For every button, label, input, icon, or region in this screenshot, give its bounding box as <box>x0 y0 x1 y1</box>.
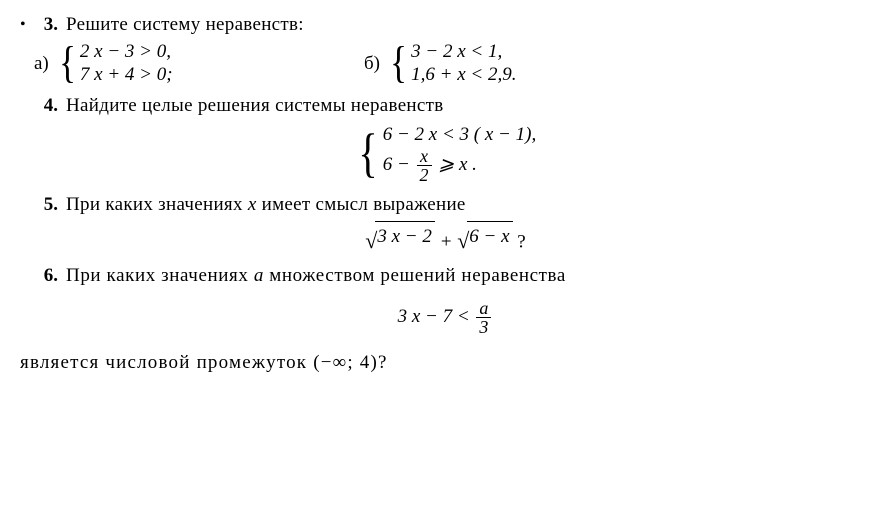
problem-number: 6. <box>34 263 58 289</box>
problem-number: 4. <box>34 93 58 119</box>
problem-6-tail: является числовой промежуток (−∞; 4)? <box>20 350 871 376</box>
brace-icon: { <box>390 41 407 85</box>
problem-text: Найдите целые решения системы неравенств <box>66 93 871 119</box>
sqrt: √ 3 x − 2 <box>365 221 435 250</box>
denominator: 2 <box>417 165 432 184</box>
question-mark: ? <box>517 232 525 253</box>
problem-3-parts: а) { 2 x − 3 > 0, 7 x + 4 > 0; б) { 3 − … <box>34 40 871 88</box>
problem-5-expr: √ 3 x − 2 + √ 6 − x ? <box>20 221 871 255</box>
system-b: { 3 − 2 x < 1, 1,6 + x < 2,9. <box>388 40 516 88</box>
sqrt: √ 6 − x <box>457 221 512 250</box>
sqrt-arg: 6 − x <box>467 221 512 250</box>
numerator: a <box>476 299 491 317</box>
lhs: 3 x − 7 < <box>398 306 475 327</box>
ineq-line: 6 − x 2 ⩾ x . <box>383 147 536 184</box>
problem-number: 3. <box>34 12 58 38</box>
spacer <box>20 263 34 265</box>
fraction: x 2 <box>417 147 432 184</box>
part-a: а) { 2 x − 3 > 0, 7 x + 4 > 0; <box>34 40 364 88</box>
problem-4: 4. Найдите целые решения системы неравен… <box>20 93 871 119</box>
text-part: 6 − <box>383 153 410 174</box>
problem-text: При каких значениях x имеет смысл выраже… <box>66 192 871 218</box>
ineq-line: 2 x − 3 > 0, <box>80 40 173 64</box>
problem-text: Решите систему неравенств: <box>66 12 871 38</box>
denominator: 3 <box>476 317 491 336</box>
ineq-line: 3 − 2 x < 1, <box>411 40 516 64</box>
spacer <box>20 93 34 95</box>
bullet: • <box>20 12 34 36</box>
part-label: б) <box>364 51 380 77</box>
sqrt-arg: 3 x − 2 <box>375 221 435 250</box>
problem-number: 5. <box>34 192 58 218</box>
brace-icon: { <box>358 126 377 180</box>
brace-icon: { <box>59 41 76 85</box>
system-a: { 2 x − 3 > 0, 7 x + 4 > 0; <box>57 40 173 88</box>
spacer <box>20 192 34 194</box>
part-label: а) <box>34 51 49 77</box>
problem-5: 5. При каких значениях x имеет смысл выр… <box>20 192 871 218</box>
numerator: x <box>417 147 432 165</box>
part-b: б) { 3 − 2 x < 1, 1,6 + x < 2,9. <box>364 40 516 88</box>
problem-6-expr: 3 x − 7 < a 3 <box>20 299 871 336</box>
problem-3: • 3. Решите систему неравенств: <box>20 12 871 38</box>
plus: + <box>440 232 458 253</box>
problem-text: При каких значениях a множеством решений… <box>66 263 871 289</box>
problem-4-system: { 6 − 2 x < 3 ( x − 1), 6 − x 2 ⩾ x . <box>20 123 871 184</box>
fraction: a 3 <box>476 299 491 336</box>
ineq-line: 1,6 + x < 2,9. <box>411 63 516 87</box>
text-part: ⩾ x . <box>438 153 477 174</box>
ineq-line: 7 x + 4 > 0; <box>80 63 173 87</box>
problem-6: 6. При каких значениях a множеством реше… <box>20 263 871 289</box>
ineq-line: 6 − 2 x < 3 ( x − 1), <box>383 123 536 147</box>
